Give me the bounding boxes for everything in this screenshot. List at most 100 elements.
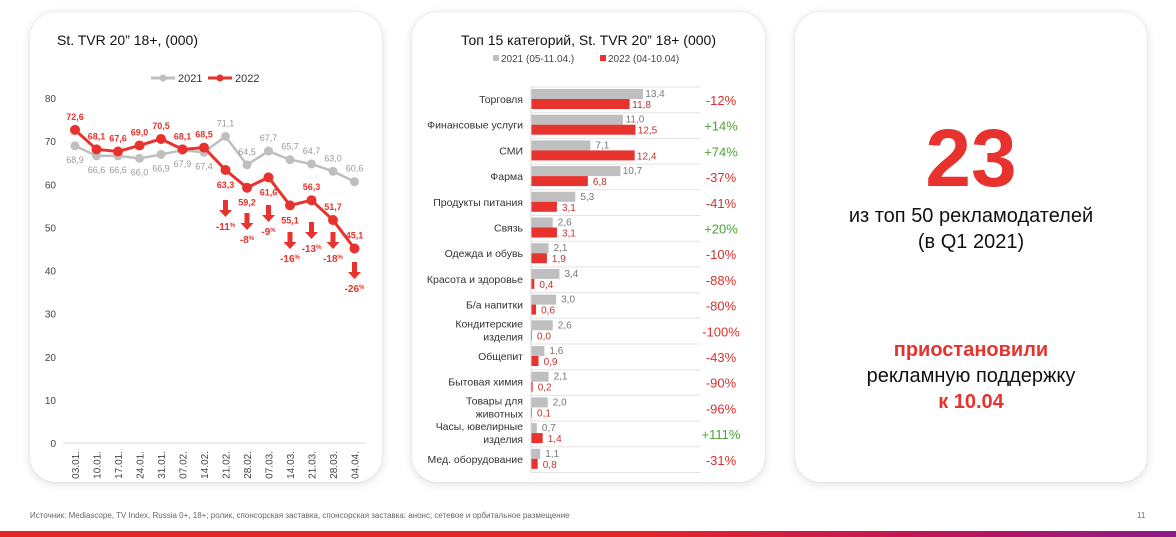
data-point-2022 [242,182,252,193]
data-label-2021: 63,0 [324,153,342,163]
data-label-2021: 64,7 [303,146,321,156]
value-label-2022: 3,1 [562,203,576,214]
bar-2022 [531,253,547,264]
data-label-2021: 64,5 [238,147,256,157]
category-label: изделия [483,331,523,343]
change-percent: +74% [704,144,738,159]
bar-2021 [531,320,553,331]
change-percent: -96% [706,401,737,416]
summary-action: приостановили [893,339,1049,361]
value-label-2021: 1,1 [545,449,559,460]
x-tick-label: 21.03. [308,451,319,479]
y-tick-label: 10 [45,396,57,407]
data-point-2022 [306,195,317,206]
summary-line3: рекламную поддержку [866,365,1076,387]
bar-2022 [531,304,537,315]
bottom-accent-bar [0,531,1176,537]
value-label-2022: 1,4 [548,434,562,445]
data-point-2022 [349,243,360,254]
value-label-2021: 11,0 [626,115,645,126]
bar-2021 [531,217,553,228]
y-tick-label: 50 [45,223,57,234]
y-tick-label: 80 [45,94,57,105]
data-label-2022: 56,3 [303,182,321,192]
category-label: СМИ [499,145,523,157]
data-label-2021: 67,9 [174,159,192,169]
category-label: Красота и здоровье [427,274,523,286]
change-percent: -31% [706,453,737,468]
line-chart-title: St. TVR 20” 18+, (000) [57,32,198,48]
category-label: Общепит [478,351,523,363]
bar-2022 [531,176,588,187]
value-label-2022: 12,4 [637,151,657,162]
value-label-2022: 0,8 [543,460,557,471]
page-number: 11 [1137,511,1146,520]
legend-marker-2021 [159,74,167,82]
data-point-2022 [199,142,209,153]
bar-2021 [531,294,557,305]
change-percent: -10% [706,247,737,262]
value-label-2021: 1,6 [549,346,563,357]
data-point-2022 [285,200,295,211]
data-label-2022: 55,1 [281,215,299,225]
x-tick-label: 28.03. [329,451,340,479]
x-tick-label: 24.01. [136,451,147,479]
tvr-line-chart-card: St. TVR 20” 18+, (000) 0 10 20 30 40 50 60 70 80… [30,12,382,482]
line-chart: 0 10 20 30 40 50 60 70 80 03.01. 10.01. 17.01. 24.01… [45,73,365,479]
value-label-2022: 0,9 [544,357,558,368]
change-label: -18% [323,254,343,265]
bar-2021 [531,89,644,99]
value-label-2022: 0,2 [538,383,552,394]
data-point-2021 [350,177,359,187]
down-arrow-icon [283,232,297,249]
bar-chart: 2021 (05-11.04.) 2022 (04-10.04) 13,411,8 Т… [427,54,741,473]
category-label: Мед. оборудование [427,454,523,466]
x-tick-label: 14.03. [286,451,297,479]
change-percent: -41% [706,196,737,211]
summary-date: к 10.04 [938,391,1004,413]
bar-2021 [531,114,623,125]
category-label: Б/а напитки [466,300,523,312]
summary-line1: из топ 50 рекламодателей [848,205,1094,227]
x-tick-label: 03.01. [71,451,82,479]
bar-2022 [531,381,533,392]
change-percent: +14% [704,119,738,134]
y-tick-label: 30 [45,310,57,321]
data-point-2021 [307,159,316,169]
data-point-2022 [177,144,188,155]
y-tick-label: 0 [50,439,56,450]
data-point-2022 [156,133,166,144]
data-label-2021: 66,6 [109,165,127,175]
legend-marker-2022 [216,74,224,82]
change-label: -26% [345,284,365,295]
data-point-2021 [156,149,166,159]
change-label: -8% [240,235,255,246]
bar-2022 [531,227,557,238]
data-point-2021 [242,160,252,170]
change-percent: -100% [702,324,740,339]
value-label-2021: 2,6 [558,320,572,331]
legend-label: 2022 (04-10.04) [608,54,679,65]
x-tick-label: 31.01. [157,451,168,479]
bar-2021 [531,371,549,382]
bar-2022 [531,278,535,289]
category-label: изделия [483,434,523,446]
x-tick-label: 17.01. [114,451,125,479]
change-percent: +20% [704,222,738,237]
data-point-2021 [328,166,338,176]
value-label-2022: 1,9 [552,254,566,265]
data-point-2022 [220,165,231,176]
change-label: -16% [280,254,300,265]
data-point-2021 [264,146,273,156]
x-tick-label: 10.01. [93,451,104,479]
data-label-2021: 66,9 [152,163,170,173]
value-label-2022: 6,8 [593,177,607,188]
data-label-2021: 67,4 [195,161,213,171]
y-tick-label: 70 [45,137,57,148]
data-point-2021 [285,155,295,165]
data-point-2022 [263,172,274,183]
category-label: Часы, ювелирные [436,421,523,433]
change-percent: -88% [706,273,737,288]
data-label-2021: 67,7 [260,133,278,143]
data-point-2022 [134,140,145,151]
